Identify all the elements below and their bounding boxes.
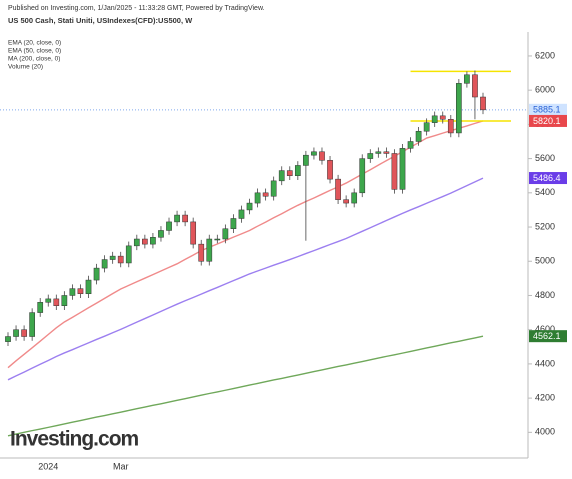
candle-body <box>351 192 358 204</box>
indicator-line <box>7 335 484 437</box>
price-badge-label: 5486.4 <box>533 173 561 183</box>
price-badge <box>529 330 567 343</box>
y-tick-label: 4400 <box>535 358 555 368</box>
candle-body <box>447 119 454 134</box>
y-tick-label: 6000 <box>535 85 555 95</box>
candle-body <box>407 141 414 149</box>
candle-body <box>423 122 430 132</box>
candle-body <box>158 230 164 238</box>
candle-body <box>455 83 462 134</box>
y-tick-label: 5200 <box>535 221 555 231</box>
candle-body <box>270 180 277 197</box>
y-tick-label: 4000 <box>535 427 555 437</box>
candle-body <box>359 158 366 194</box>
candle-body <box>343 199 349 204</box>
candle-body <box>182 214 188 223</box>
candle-body <box>5 336 11 342</box>
y-tick-label: 5600 <box>535 153 555 163</box>
candle-body <box>286 170 293 176</box>
candle-body <box>190 221 197 245</box>
y-tick-label: 4200 <box>535 392 555 402</box>
y-tick-label: 5000 <box>535 256 555 266</box>
candle-body <box>21 329 27 337</box>
candle-body <box>93 267 100 281</box>
candle-body <box>85 279 92 295</box>
candle-body <box>214 238 221 241</box>
y-tick-label: 4600 <box>535 324 555 334</box>
candle-body <box>375 151 382 154</box>
candle-body <box>303 154 309 166</box>
candle-body <box>45 298 52 303</box>
indicator-label: MA (200, close, 0) <box>8 56 60 63</box>
x-tick-label: 2024 <box>38 461 58 471</box>
candle-body <box>53 298 60 306</box>
indicator-line <box>7 177 484 381</box>
candle-body <box>198 243 205 262</box>
candle-body <box>383 151 390 154</box>
candle-body <box>142 238 148 245</box>
indicator-label: EMA (50, close, 0) <box>8 48 61 55</box>
candle-body <box>335 178 341 200</box>
candle-body <box>399 148 406 190</box>
candle-body <box>391 153 398 190</box>
candle-body <box>117 255 124 264</box>
candle-body <box>262 192 269 197</box>
x-tick-label: Mar <box>113 461 129 471</box>
candle-body <box>480 96 486 111</box>
candle-body <box>278 170 285 182</box>
candle-body <box>133 238 140 247</box>
candle-body <box>206 238 213 262</box>
candle-body <box>472 74 478 98</box>
y-tick-label: 4800 <box>535 290 555 300</box>
price-badge-label: 4562.1 <box>533 331 561 341</box>
candle-body <box>367 153 374 159</box>
candle-body <box>101 259 108 269</box>
candle-body <box>29 312 36 337</box>
candle-body <box>439 115 446 120</box>
candle-body <box>230 218 237 229</box>
chart-title: US 500 Cash, Stati Uniti, USIndexes(CFD)… <box>8 16 193 25</box>
candle-body <box>166 221 172 231</box>
price-badge <box>529 114 567 127</box>
y-tick-label: 5400 <box>535 187 555 197</box>
candle-body <box>174 214 180 223</box>
candle-body <box>294 165 301 176</box>
price-badge <box>529 172 567 185</box>
logo: Investing.com <box>10 428 139 451</box>
candle-body <box>464 74 470 84</box>
candle-body <box>222 228 229 240</box>
candle-body <box>61 295 68 306</box>
indicator-label: Volume (20) <box>8 64 43 71</box>
y-tick-label: 6200 <box>535 50 555 60</box>
indicator-label: EMA (20, close, 0) <box>8 40 61 47</box>
price-badge-label: 5885.1 <box>533 105 561 115</box>
candle-body <box>415 130 422 142</box>
candle-body <box>238 209 245 219</box>
candle-body <box>431 115 438 123</box>
candle-body <box>150 237 156 245</box>
candle-body <box>77 288 84 295</box>
candle-body <box>254 192 261 204</box>
candle-body <box>311 151 317 156</box>
candle-body <box>69 288 76 296</box>
candle-body <box>125 245 132 264</box>
published-note: Published on Investing.com, 1/Jan/2025 -… <box>8 5 265 12</box>
candle-body <box>37 302 44 313</box>
candle-body <box>319 151 325 161</box>
candle-body <box>13 329 19 337</box>
candle-body <box>246 202 253 211</box>
candle-body <box>109 255 116 260</box>
candle-body <box>327 160 333 180</box>
price-badge-label: 5820.1 <box>533 116 561 126</box>
price-badge <box>529 103 567 116</box>
